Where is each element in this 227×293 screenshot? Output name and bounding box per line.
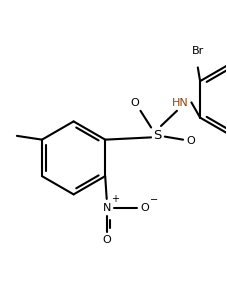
- Text: O: O: [140, 203, 149, 213]
- Text: HN: HN: [172, 98, 188, 108]
- Text: S: S: [153, 129, 161, 142]
- Text: O: O: [102, 235, 111, 245]
- Text: O: O: [186, 136, 195, 146]
- Text: N: N: [103, 203, 111, 213]
- Text: Br: Br: [192, 46, 204, 56]
- Text: −: −: [150, 195, 158, 205]
- Text: O: O: [130, 98, 139, 108]
- Text: +: +: [111, 194, 119, 204]
